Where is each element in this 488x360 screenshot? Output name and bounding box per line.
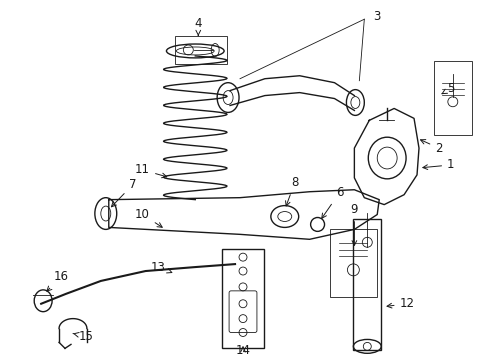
Text: 8: 8 [285,176,298,206]
Text: 6: 6 [321,186,343,218]
Text: 2: 2 [420,140,442,154]
Bar [329,229,376,297]
Text: 9: 9 [350,203,357,246]
Text: 13: 13 [151,261,171,274]
Text: 14: 14 [235,344,250,357]
Text: 11: 11 [135,163,166,178]
Text: 7: 7 [111,178,136,207]
Text: 15: 15 [73,330,93,343]
Text: 5: 5 [441,82,453,95]
Text: 1: 1 [422,158,454,171]
Text: 12: 12 [386,297,414,310]
Bar [353,220,381,350]
Text: 16: 16 [47,270,68,291]
Text: 10: 10 [135,208,162,227]
Text: 4: 4 [194,17,202,35]
Bar [433,61,471,135]
Bar [175,36,226,64]
Bar [222,249,264,348]
Text: 3: 3 [373,10,380,23]
